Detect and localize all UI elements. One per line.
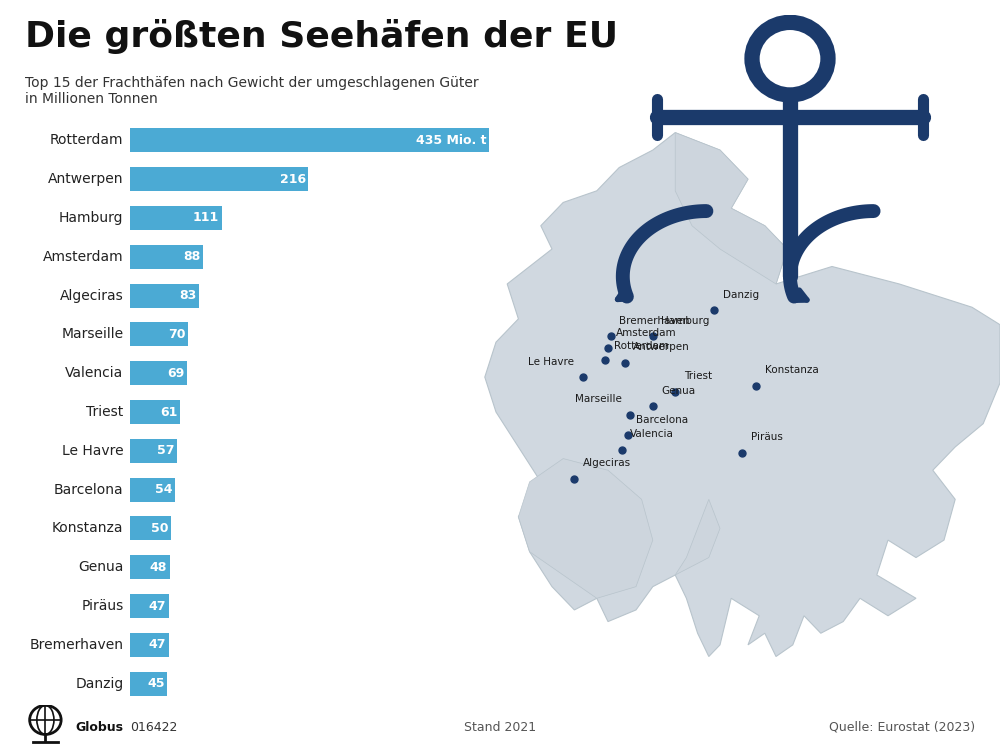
Text: Konstanza: Konstanza — [765, 365, 819, 375]
Text: 83: 83 — [179, 289, 196, 302]
Text: 111: 111 — [193, 212, 219, 225]
Text: Le Havre: Le Havre — [528, 357, 574, 367]
Text: Hamburg: Hamburg — [59, 211, 123, 225]
Text: Globus: Globus — [75, 720, 123, 734]
Polygon shape — [518, 459, 653, 598]
Text: Genua: Genua — [78, 560, 123, 575]
Text: Triest: Triest — [684, 371, 712, 381]
Text: 50: 50 — [151, 522, 169, 535]
Bar — [130, 438, 177, 463]
Text: 47: 47 — [149, 600, 166, 612]
Bar — [130, 245, 203, 269]
Text: Piräus: Piräus — [751, 432, 783, 442]
Text: Valencia: Valencia — [630, 429, 674, 439]
Bar — [130, 555, 170, 579]
Text: Amsterdam: Amsterdam — [616, 327, 677, 337]
Bar — [130, 671, 167, 696]
Text: 54: 54 — [155, 483, 172, 496]
Text: 57: 57 — [157, 445, 175, 457]
Text: 45: 45 — [147, 677, 165, 690]
Text: Antwerpen: Antwerpen — [48, 172, 123, 186]
Text: Hamburg: Hamburg — [661, 316, 710, 326]
Text: Genua: Genua — [661, 386, 695, 395]
Text: Danzig: Danzig — [75, 677, 123, 691]
Text: Bremerhaven: Bremerhaven — [619, 316, 690, 326]
Bar — [130, 361, 187, 386]
Text: 216: 216 — [280, 172, 306, 186]
Bar — [130, 633, 169, 657]
Text: Konstanza: Konstanza — [52, 522, 123, 535]
Text: Amsterdam: Amsterdam — [43, 249, 123, 264]
Polygon shape — [675, 132, 787, 284]
Text: 48: 48 — [150, 561, 167, 574]
Text: Die größten Seehäfen der EU: Die größten Seehäfen der EU — [25, 19, 618, 54]
Bar — [130, 322, 188, 346]
Text: Antwerpen: Antwerpen — [633, 342, 690, 352]
Bar — [130, 516, 171, 541]
Text: Rotterdam: Rotterdam — [50, 133, 123, 147]
Text: 70: 70 — [168, 328, 185, 341]
Polygon shape — [675, 499, 720, 575]
Text: 69: 69 — [167, 367, 185, 380]
Text: Stand 2021: Stand 2021 — [464, 720, 536, 734]
Bar — [130, 206, 222, 230]
Text: 435 Mio. t: 435 Mio. t — [416, 134, 487, 147]
Text: Piräus: Piräus — [81, 599, 123, 613]
Text: Top 15 der Frachthäfen nach Gewicht der umgeschlagenen Güter: Top 15 der Frachthäfen nach Gewicht der … — [25, 76, 479, 90]
Text: Danzig: Danzig — [723, 290, 759, 299]
Bar — [130, 167, 308, 191]
Text: 61: 61 — [161, 405, 178, 419]
Text: Rotterdam: Rotterdam — [614, 341, 669, 351]
Bar — [130, 400, 180, 424]
Bar — [130, 594, 169, 618]
Text: Marseille: Marseille — [61, 327, 123, 342]
Text: Barcelona: Barcelona — [636, 415, 688, 425]
Text: Le Havre: Le Havre — [62, 444, 123, 458]
Text: 47: 47 — [149, 638, 166, 652]
Text: Bremerhaven: Bremerhaven — [29, 638, 123, 652]
Text: Valencia: Valencia — [65, 366, 123, 380]
Text: Barcelona: Barcelona — [54, 482, 123, 497]
Text: in Millionen Tonnen: in Millionen Tonnen — [25, 92, 158, 107]
Bar — [130, 284, 199, 308]
Text: Quelle: Eurostat (2023): Quelle: Eurostat (2023) — [829, 720, 975, 734]
Bar — [130, 129, 489, 153]
Polygon shape — [485, 132, 1000, 656]
Text: 016422: 016422 — [130, 720, 177, 734]
Text: Triest: Triest — [86, 405, 123, 419]
Text: Algeciras: Algeciras — [60, 289, 123, 302]
Text: Algeciras: Algeciras — [583, 458, 631, 469]
Bar — [130, 478, 175, 502]
Text: 88: 88 — [183, 250, 200, 263]
Text: Marseille: Marseille — [575, 395, 622, 404]
